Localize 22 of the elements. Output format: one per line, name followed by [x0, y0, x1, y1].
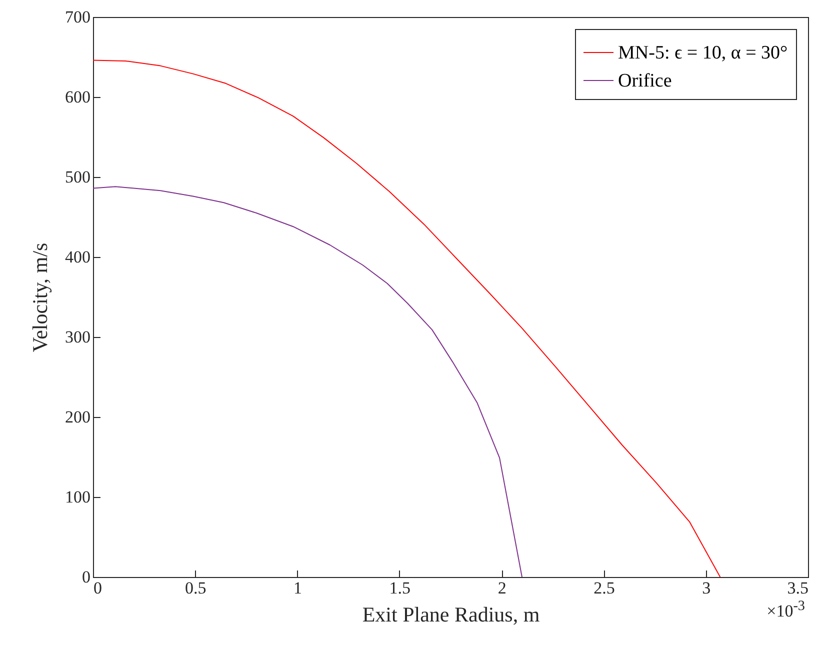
x-tick-label: 0	[94, 578, 102, 598]
y-tick-label: 300	[65, 328, 90, 346]
legend-label: MN-5: ϵ = 10, α = 30°	[618, 42, 788, 64]
line-series	[93, 60, 721, 577]
x-tick-label: 1.5	[389, 578, 411, 598]
x-tick-label: 1	[294, 578, 302, 598]
y-tick-label: 500	[65, 168, 90, 186]
y-axis-title: Velocity, m/s	[28, 242, 52, 352]
y-tick-label: 200	[65, 408, 90, 426]
y-tick-label: 700	[65, 8, 90, 26]
y-tick-label: 100	[65, 488, 90, 506]
x-tick-label: 3	[702, 578, 711, 598]
x-tick-label: 2	[498, 578, 506, 598]
text: ×10$^{-3}$	[766, 598, 805, 622]
y-tick-label: 600	[65, 88, 90, 106]
x-tick-label: 0.5	[185, 578, 206, 598]
x-axis-title: Exit Plane Radius, m	[362, 602, 540, 626]
x-tick-label: 2.5	[594, 578, 615, 598]
line-series	[93, 186, 522, 577]
legend-label: Orifice	[618, 70, 672, 92]
y-tick-label: 400	[65, 248, 90, 266]
x-tick-label: 3.5	[787, 578, 808, 598]
